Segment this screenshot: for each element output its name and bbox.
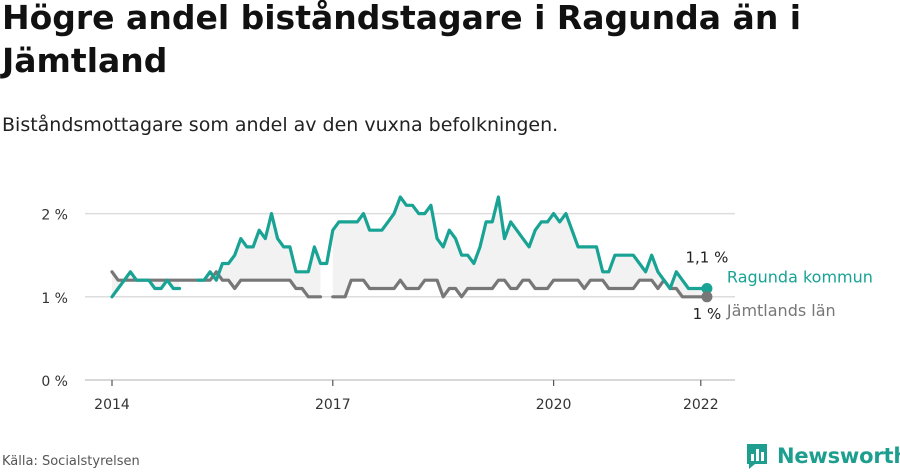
series-labels: 1,1 %Ragunda kommun 1 % Jämtlands län — [685, 248, 872, 322]
series-name-jamtland: Jämtlands län — [726, 301, 836, 320]
x-tick-label: 2020 — [536, 397, 572, 413]
x-axis: 2014 2017 2020 2022 — [94, 380, 719, 413]
series-line-ragunda — [110, 195, 709, 299]
end-value-jamtland: 1 % — [693, 305, 722, 323]
end-value-ragunda: 1,1 % — [685, 248, 728, 266]
x-tick-label: 2014 — [94, 397, 130, 413]
series-name-ragunda: Ragunda kommun — [727, 267, 873, 286]
y-tick-label: 0 % — [41, 374, 68, 390]
end-point-ragunda — [701, 282, 713, 294]
y-tick-label: 1 % — [41, 291, 68, 307]
source-note: Källa: Socialstyrelsen — [2, 454, 140, 469]
series-lines — [110, 195, 709, 299]
newsworthy-icon — [747, 444, 767, 469]
chart-title: Högre andel biståndstagare i Ragunda än … — [2, 0, 802, 80]
end-point-jamtland — [701, 291, 713, 303]
brand-logo[interactable]: Newsworthy — [745, 441, 900, 471]
chart-subtitle: Biståndsmottagare som andel av den vuxna… — [2, 114, 559, 136]
x-tick-label: 2017 — [315, 397, 351, 413]
brand-name: Newsworthy — [777, 444, 900, 468]
difference-area — [197, 213, 321, 297]
x-tick-label: 2022 — [683, 397, 719, 413]
difference-fill — [112, 197, 707, 297]
difference-area — [332, 197, 707, 297]
y-tick-label: 2 % — [41, 208, 68, 224]
difference-area — [112, 271, 180, 297]
